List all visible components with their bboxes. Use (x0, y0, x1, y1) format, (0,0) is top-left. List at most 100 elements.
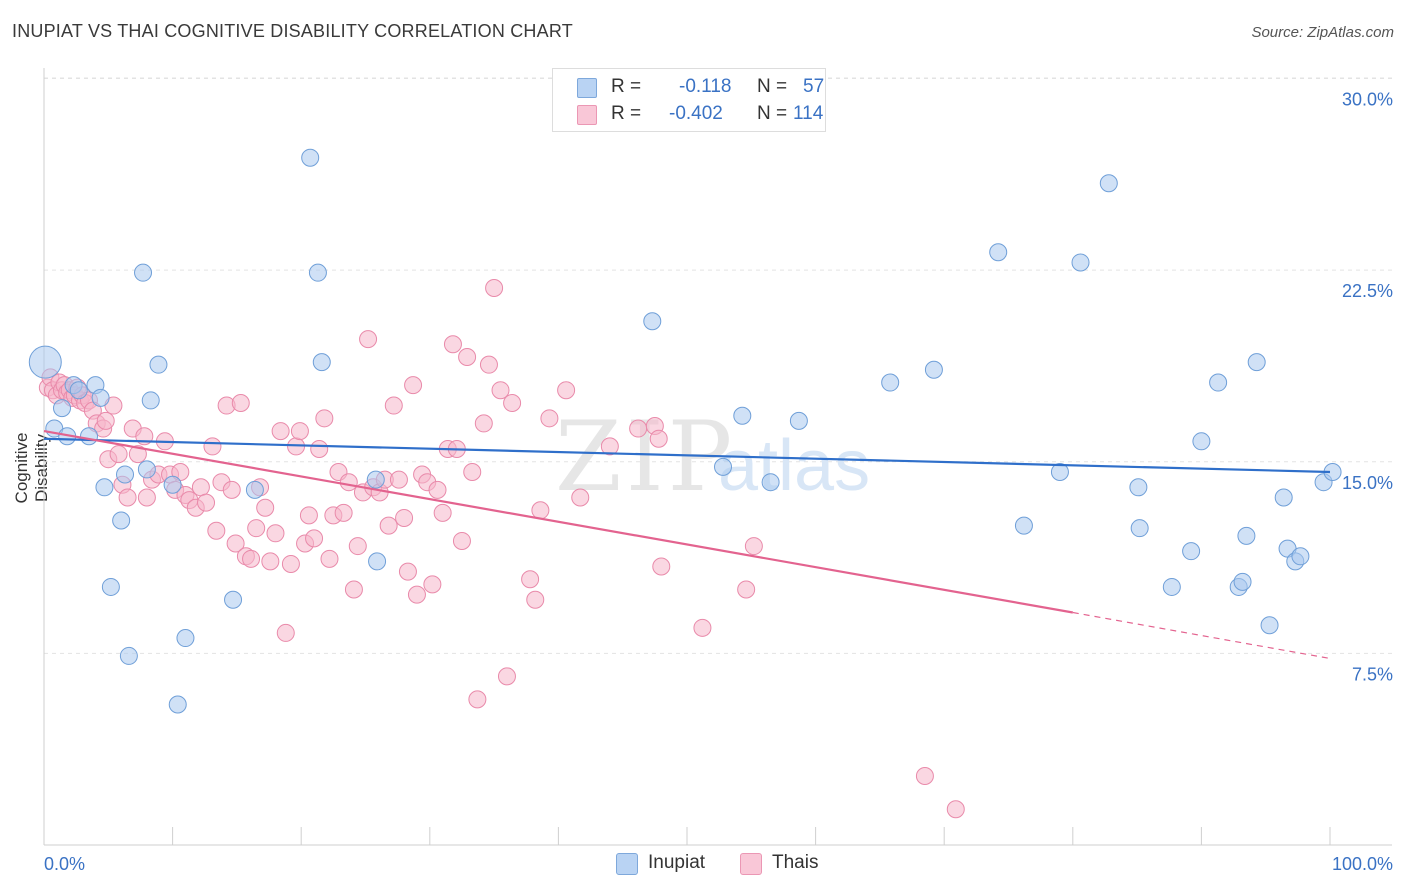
thais-point (231, 393, 250, 412)
n-value-thais: 114 (793, 103, 824, 124)
inupiat-point (176, 629, 195, 648)
inupiat-point (924, 360, 943, 379)
legend-swatch-thais (577, 105, 597, 125)
legend-label-thais: Thais (772, 852, 819, 873)
legend-swatch-inupiat (616, 853, 638, 875)
inupiat-point (761, 473, 780, 492)
thais-point (526, 590, 545, 609)
inupiat-point (1291, 547, 1310, 566)
thais-point (191, 478, 210, 497)
trendline-thais (43, 430, 1073, 614)
y-tick-label: 15.0% (1342, 473, 1393, 493)
thais-point (271, 422, 290, 441)
inupiat-point (28, 345, 62, 379)
thais-point (359, 330, 378, 349)
thais-point (652, 557, 671, 576)
thais-point (379, 516, 398, 535)
thais-point (521, 570, 540, 589)
r-value-inupiat: -0.118 (679, 76, 732, 97)
gridlines (44, 77, 1392, 654)
thais-point (281, 554, 300, 573)
inupiat-point (1247, 353, 1266, 372)
inupiat-point (1192, 432, 1211, 451)
n-label: N = (757, 76, 788, 97)
trendlines (43, 430, 1331, 660)
thais-point (629, 419, 648, 438)
r-label: R = (611, 103, 642, 124)
thais-point (531, 501, 550, 520)
inupiat-point (1050, 462, 1069, 481)
thais-point (485, 279, 504, 298)
inupiat-point (101, 577, 120, 596)
thais-point (395, 508, 414, 527)
chart-title: INUPIAT VS THAI COGNITIVE DISABILITY COR… (12, 21, 573, 41)
n-value-inupiat: 57 (803, 76, 825, 97)
inupiat-point (643, 312, 662, 331)
thais-point (946, 800, 965, 819)
inupiat-point (80, 427, 99, 446)
thais-point (310, 439, 329, 458)
y-tick-label: 30.0% (1342, 90, 1393, 110)
watermark-atlas: atlas (718, 426, 870, 506)
thais-point (404, 376, 423, 395)
tick-labels: 7.5% 15.0% 22.5% 30.0% 0.0% 100.0% (44, 90, 1393, 875)
thais-point (109, 445, 128, 464)
inupiat-point (1129, 478, 1148, 497)
inupiat-point (789, 411, 808, 430)
inupiat-point (733, 406, 752, 425)
axes (43, 68, 1392, 846)
thais-point (305, 529, 324, 548)
thais-point (503, 393, 522, 412)
thais-point (497, 667, 516, 686)
x-tick-label: 0.0% (44, 854, 85, 874)
inupiat-point (368, 552, 387, 571)
thais-point (428, 480, 447, 499)
thais-point (197, 493, 216, 512)
inupiat-point (714, 457, 733, 476)
inupiat-point (137, 460, 156, 479)
thais-point (348, 537, 367, 556)
inupiat-point (1162, 577, 1181, 596)
thais-point (407, 585, 426, 604)
thais-point (458, 347, 477, 366)
thais-point (222, 480, 241, 499)
inupiat-point (1233, 572, 1252, 591)
thais-point (320, 549, 339, 568)
inupiat-point (881, 373, 900, 392)
inupiat-point (112, 511, 131, 530)
thais-point (137, 488, 156, 507)
thais-point (649, 429, 668, 448)
inupiat-point (1130, 519, 1149, 538)
thais-point (247, 519, 266, 538)
inupiat-point (95, 478, 114, 497)
thais-point (433, 503, 452, 522)
inupiat-point (989, 243, 1008, 262)
inupiat-point (134, 263, 153, 282)
thais-point (737, 580, 756, 599)
trendline-inupiat (43, 437, 1331, 474)
inupiat-point (141, 391, 160, 410)
thais-point (398, 562, 417, 581)
thais-point (315, 409, 334, 428)
n-label: N = (757, 103, 788, 124)
source-label: Source: ZipAtlas.com (1251, 24, 1394, 41)
stats-legend: R = -0.118 N = 57 R = -0.402 N = 114 (552, 68, 826, 132)
inupiat-point (1099, 174, 1118, 193)
thais-point (256, 498, 275, 517)
r-value-thais: -0.402 (669, 103, 723, 124)
thais-point (344, 580, 363, 599)
inupiat-point (1260, 616, 1279, 635)
inupiat-point (366, 470, 385, 489)
thais-point (128, 445, 147, 464)
thais-point (491, 381, 510, 400)
thais-point (242, 549, 261, 568)
inupiat-point (91, 388, 110, 407)
inupiat-point (1274, 488, 1293, 507)
thais-point (207, 521, 226, 540)
thais-point (203, 437, 222, 456)
thais-point (540, 409, 559, 428)
series-thais (38, 279, 965, 819)
thais-point (443, 335, 462, 354)
thais-point (479, 355, 498, 374)
